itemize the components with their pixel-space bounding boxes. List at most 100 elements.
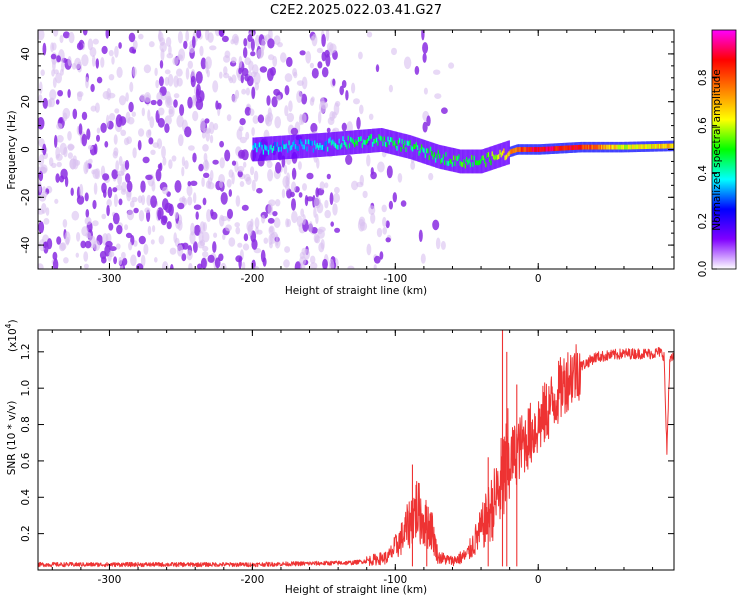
spectrogram-ridge-peak (576, 145, 579, 150)
spectrogram-ridge-peak (500, 152, 503, 158)
spectrogram-ridge-envelope (282, 135, 284, 160)
spectrogram-ridge-peak (369, 134, 371, 140)
spectrogram-ridge-envelope (460, 149, 463, 174)
spectrogram-ridge-peak (599, 144, 602, 150)
spectrogram-ridge-peak (486, 153, 489, 158)
spectrogram-noise-cell (268, 225, 275, 236)
spectrogram-ridge-envelope (472, 149, 474, 174)
spectrogram-ridge-peak (638, 144, 640, 150)
spectrogram-noise-cell (109, 113, 116, 121)
spectrogram-ridge-peak (414, 144, 417, 149)
spectrogram-ridge-peak (450, 159, 453, 165)
spectrogram-noise-cell (96, 127, 101, 134)
spectrogram-ridge-envelope (415, 137, 418, 162)
spectrogram-ridge-peak (577, 144, 580, 150)
spectrogram-noise-cell (67, 144, 75, 151)
spectrogram-noise-cell (301, 76, 308, 90)
spectrogram-noise-cell (157, 107, 165, 116)
spectrogram-noise-cell (81, 133, 88, 147)
spectrogram-ridge-peak (278, 147, 280, 152)
spectrogram-ridge-peak (557, 146, 559, 151)
spectrogram-noise-cell (375, 64, 380, 73)
spectrogram-noise-cell (162, 198, 169, 211)
spectrogram-noise-cell (105, 233, 112, 244)
spectrogram-noise-cell (168, 109, 174, 115)
spectrogram-ridge-peak (611, 144, 613, 150)
spectrogram-noise-cell (162, 261, 169, 269)
spectrogram-noise-cell (382, 216, 387, 228)
spectrogram-noise-cell (326, 42, 334, 52)
spectrogram-ridge-peak (595, 144, 598, 150)
spectrogram-ridge-envelope (347, 130, 350, 155)
spectrogram-ridge-peak (417, 145, 419, 150)
spectrogram-ridge-envelope (505, 141, 508, 166)
spectrogram-noise-cell (379, 251, 384, 260)
spectrogram-noise-cell (39, 81, 43, 94)
spectrogram-ridge-peak (513, 148, 516, 153)
spectrogram-noise-cell (160, 215, 168, 226)
spectrogram-ridge-peak (315, 144, 317, 150)
spectrogram-ridge-peak (305, 139, 307, 145)
spectrogram-ridge-peak (343, 140, 346, 145)
spectrogram-noise-cell (154, 67, 158, 77)
spectrogram-ridge-peak (647, 144, 649, 149)
spectrogram-noise-cell (269, 242, 273, 249)
spectrogram-noise-cell (147, 109, 151, 121)
spectrogram-ridge-peak (492, 154, 495, 160)
x-tick-label: -200 (240, 574, 264, 586)
spectrogram-ridge-peak (472, 162, 474, 167)
spectrogram-noise-cell (108, 222, 114, 231)
spectrogram-noise-cell (385, 237, 391, 243)
spectrogram-noise-cell (193, 241, 198, 254)
spectrogram-noise-cell (237, 170, 243, 178)
spectrogram-noise-cell (332, 193, 340, 203)
spectrogram-ridge-envelope (405, 134, 408, 158)
spectrogram-noise-cell (284, 246, 291, 253)
spectrogram-ridge-peak (593, 144, 595, 150)
x-tick-label: 0 (535, 273, 542, 285)
spectrogram-noise-cell (318, 111, 322, 124)
spectrogram-noise-cell (55, 72, 62, 84)
spectrogram-noise-cell (108, 49, 114, 57)
spectrogram-noise-cell (332, 203, 338, 216)
spectrogram-noise-cell (240, 74, 244, 84)
spectrogram-noise-cell (116, 224, 123, 235)
spectrogram-noise-cell (209, 45, 217, 51)
spectrogram-noise-cell (173, 93, 180, 99)
spectrogram-noise-cell (140, 254, 146, 267)
spectrogram-noise-cell (105, 240, 113, 248)
spectrogram-noise-cell (186, 184, 193, 197)
spectrogram-ridge-peak (423, 148, 426, 154)
spectrogram-noise-cell (150, 239, 155, 245)
spectrogram-noise-cell (59, 175, 65, 183)
spectrogram-noise-cell (251, 238, 258, 250)
spectrogram-noise-cell (213, 232, 218, 238)
spectrogram-ridge-envelope (503, 142, 505, 166)
spectrogram-noise-cell (126, 189, 132, 202)
spectrogram-noise-cell (250, 51, 256, 57)
spectrogram-noise-cell (309, 62, 314, 69)
spectrogram-noise-cell (181, 253, 187, 262)
spectrogram-noise-cell (82, 30, 88, 36)
spectrogram-ridge-peak (469, 162, 472, 168)
spectrogram-noise-cell (246, 75, 254, 87)
spectrogram-noise-cell (334, 100, 341, 107)
snr-frame (37, 329, 675, 571)
spectrogram-ridge-peak (485, 162, 487, 168)
spectrogram-ridge-peak (572, 145, 575, 150)
spectrogram-noise-cell (79, 183, 84, 197)
spectrogram-noise-cell (77, 91, 83, 102)
spectrogram-ridge-peak (354, 142, 356, 148)
spectrogram-noise-cell (174, 211, 179, 219)
spectrogram-ridge-peak (366, 138, 369, 144)
spectrogram-noise-cell (101, 256, 107, 264)
spectrogram-noise-cell (440, 240, 446, 250)
spectrogram-noise-cell (92, 240, 101, 251)
spectrogram-ridge-peak (444, 160, 446, 165)
spectrogram-ridge-peak (474, 160, 477, 166)
spectrogram-noise-cell (317, 61, 323, 69)
spectrogram-noise-cell (400, 200, 407, 207)
spectrogram-noise-cell (195, 211, 199, 220)
spectrogram-ridge-peak (655, 144, 657, 149)
spectrogram-noise-cell (172, 57, 179, 66)
